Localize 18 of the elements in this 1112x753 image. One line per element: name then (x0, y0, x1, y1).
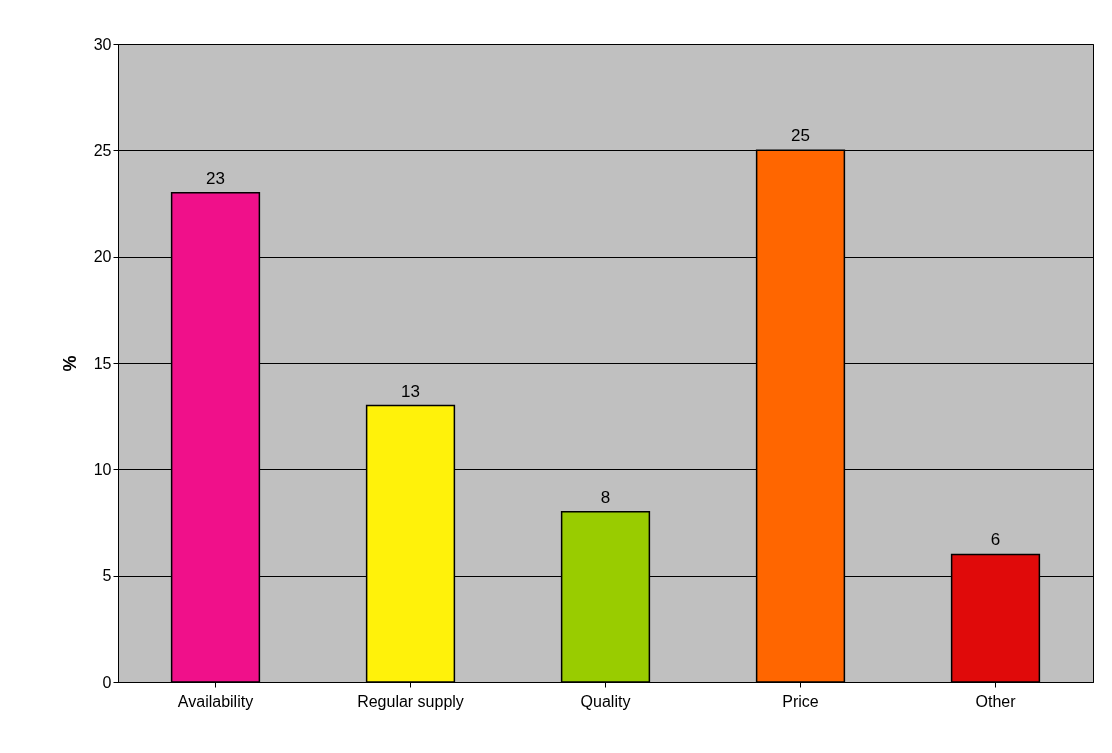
data-label: 13 (401, 381, 420, 401)
y-tick-label: 0 (102, 673, 112, 691)
x-tick-label: Price (782, 692, 819, 710)
data-label: 23 (206, 168, 225, 188)
data-label: 8 (600, 487, 611, 507)
y-tick-label: 10 (93, 460, 112, 478)
y-tick-label: 25 (93, 141, 112, 159)
y-tick-label: 5 (102, 567, 112, 585)
x-tick-label: Quality (580, 692, 631, 710)
y-axis-title: % (59, 355, 80, 372)
y-tick-label: 20 (93, 248, 112, 266)
x-tick-label: Other (975, 692, 1017, 710)
y-tick-label: 15 (93, 354, 112, 372)
data-label: 6 (990, 530, 1001, 550)
x-tick-label: Availability (177, 692, 254, 710)
y-tick-label: 30 (93, 35, 112, 53)
data-label: 25 (791, 126, 810, 146)
x-tick-label: Regular supply (357, 692, 464, 710)
